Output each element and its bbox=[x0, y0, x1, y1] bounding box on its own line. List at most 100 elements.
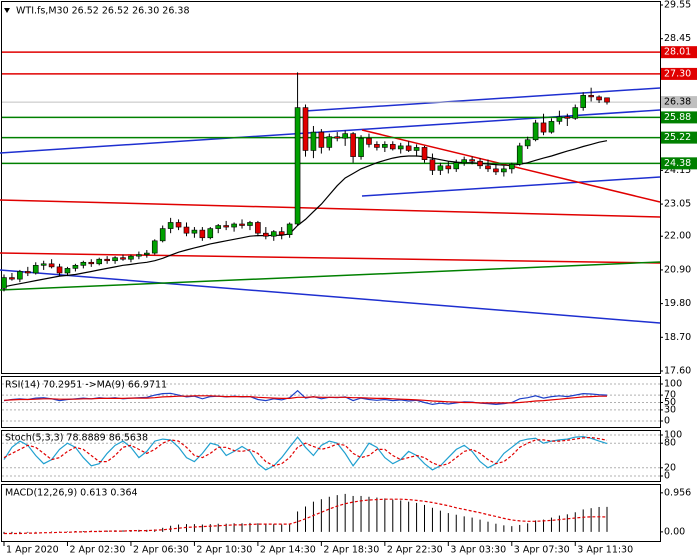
candle-body bbox=[310, 131, 317, 151]
candle-body bbox=[604, 97, 610, 103]
candle-body bbox=[294, 107, 301, 225]
level-label-box bbox=[661, 157, 697, 170]
y-tick-label: 28.45 bbox=[664, 33, 691, 44]
candle-body bbox=[556, 116, 563, 122]
candle-body bbox=[72, 265, 79, 269]
candle-body bbox=[374, 144, 380, 148]
candle-body bbox=[516, 145, 523, 165]
trend-line bbox=[361, 176, 661, 197]
y-tick-label: 70 bbox=[664, 390, 676, 401]
y-tick-label: 30 bbox=[664, 404, 676, 415]
candle-body bbox=[445, 165, 452, 170]
candle-body bbox=[461, 159, 467, 164]
candle-body bbox=[239, 223, 245, 226]
candle-body bbox=[278, 231, 285, 236]
y-tick-label: 22.00 bbox=[664, 231, 691, 242]
candle-body bbox=[469, 159, 475, 162]
candle-body bbox=[382, 144, 388, 148]
candle-body bbox=[485, 165, 491, 170]
candle-body bbox=[548, 121, 555, 133]
stoch-pane bbox=[1, 430, 661, 482]
candle-body bbox=[48, 263, 55, 268]
candle-body bbox=[56, 266, 63, 274]
candle-body bbox=[104, 258, 110, 262]
candle-body bbox=[231, 223, 237, 228]
candle-body bbox=[532, 122, 539, 141]
candle-body bbox=[263, 232, 269, 237]
trend-line bbox=[304, 87, 661, 112]
y-tick-label: 50 bbox=[664, 397, 676, 408]
menu-icon[interactable] bbox=[4, 8, 10, 13]
y-tick-label: 20 bbox=[664, 462, 676, 473]
candle-body bbox=[25, 271, 31, 274]
y-tick-label: 80 bbox=[664, 438, 676, 449]
indicator-line bbox=[3, 395, 607, 404]
candle-body bbox=[270, 231, 277, 237]
candle-body bbox=[572, 107, 579, 119]
candle-body bbox=[9, 277, 15, 280]
y-tick-label: 23.05 bbox=[664, 199, 691, 210]
candle-body bbox=[64, 268, 71, 274]
trend-line bbox=[0, 199, 661, 218]
candle-body bbox=[17, 271, 23, 280]
candle-body bbox=[366, 137, 372, 145]
candle-body bbox=[128, 255, 134, 260]
y-tick-label: 18.70 bbox=[664, 332, 691, 343]
y-tick-label: 29.55 bbox=[664, 0, 691, 11]
candle-body bbox=[255, 222, 261, 234]
candle-body bbox=[437, 165, 444, 171]
moving-average bbox=[3, 140, 608, 288]
candle-body bbox=[540, 122, 547, 133]
candle-body bbox=[175, 222, 182, 228]
candle-body bbox=[96, 258, 103, 265]
candle-body bbox=[80, 261, 87, 266]
candle-body bbox=[350, 133, 356, 157]
pane-title: MACD(12,26,9) 0.613 0.364 bbox=[5, 488, 138, 499]
candle-body bbox=[223, 225, 229, 228]
candle-body bbox=[596, 96, 602, 101]
pane-title: Stoch(5,3,3) 78.8889 86.5638 bbox=[5, 433, 148, 444]
candle-body bbox=[302, 107, 309, 151]
x-tick-label: 3 Apr 11:30 bbox=[577, 545, 633, 556]
candle-body bbox=[389, 144, 396, 150]
candle-body bbox=[159, 228, 166, 242]
y-tick-label: 24.15 bbox=[664, 165, 691, 176]
y-tick-label: 19.80 bbox=[664, 298, 691, 309]
pane-title: RSI(14) 70.2951 ->MA(9) 66.9711 bbox=[5, 380, 167, 391]
candle-body bbox=[286, 223, 293, 236]
candle-body bbox=[136, 254, 142, 257]
candle-body bbox=[524, 139, 531, 147]
candle-body bbox=[247, 222, 253, 226]
x-tick-label: 3 Apr 07:30 bbox=[514, 545, 570, 556]
level-label-box bbox=[661, 131, 697, 144]
candle-body bbox=[318, 131, 325, 148]
x-tick-label: 2 Apr 18:30 bbox=[323, 545, 379, 556]
trend-line bbox=[0, 269, 661, 324]
y-tick-label: 0.00 bbox=[664, 526, 685, 537]
candle-body bbox=[501, 168, 507, 173]
candle-body bbox=[477, 160, 483, 167]
indicator-line bbox=[3, 435, 608, 471]
level-label: 28.01 bbox=[664, 47, 691, 58]
candle-body bbox=[151, 240, 158, 254]
x-tick-label: 2 Apr 10:30 bbox=[196, 545, 252, 556]
candle-body bbox=[342, 133, 348, 139]
candle-body bbox=[215, 225, 222, 229]
candle-body bbox=[144, 252, 150, 255]
candle-body bbox=[453, 162, 460, 170]
candle-body bbox=[588, 95, 594, 98]
x-tick-label: 2 Apr 06:30 bbox=[133, 545, 189, 556]
trend-line bbox=[0, 261, 661, 291]
x-tick-label: 3 Apr 03:30 bbox=[450, 545, 506, 556]
y-tick-label: 0 bbox=[664, 471, 670, 482]
candle-body bbox=[40, 263, 47, 266]
candle-body bbox=[421, 147, 428, 160]
candle-body bbox=[183, 226, 190, 234]
level-label-box bbox=[661, 67, 697, 80]
y-tick-label: 20.90 bbox=[664, 264, 691, 275]
candle-body bbox=[429, 159, 436, 171]
level-label: 27.30 bbox=[664, 68, 691, 79]
x-tick-label: 2 Apr 02:30 bbox=[69, 545, 125, 556]
candle-body bbox=[397, 145, 404, 150]
